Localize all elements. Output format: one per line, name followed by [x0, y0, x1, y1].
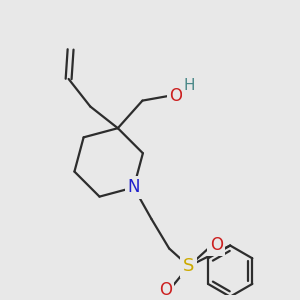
Text: O: O: [159, 281, 172, 299]
Text: H: H: [184, 78, 195, 93]
Text: O: O: [169, 87, 182, 105]
Text: O: O: [210, 236, 223, 253]
Text: S: S: [183, 257, 194, 275]
Text: N: N: [128, 178, 140, 196]
